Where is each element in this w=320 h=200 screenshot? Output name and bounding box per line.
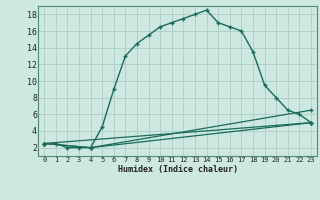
X-axis label: Humidex (Indice chaleur): Humidex (Indice chaleur) [118,165,238,174]
